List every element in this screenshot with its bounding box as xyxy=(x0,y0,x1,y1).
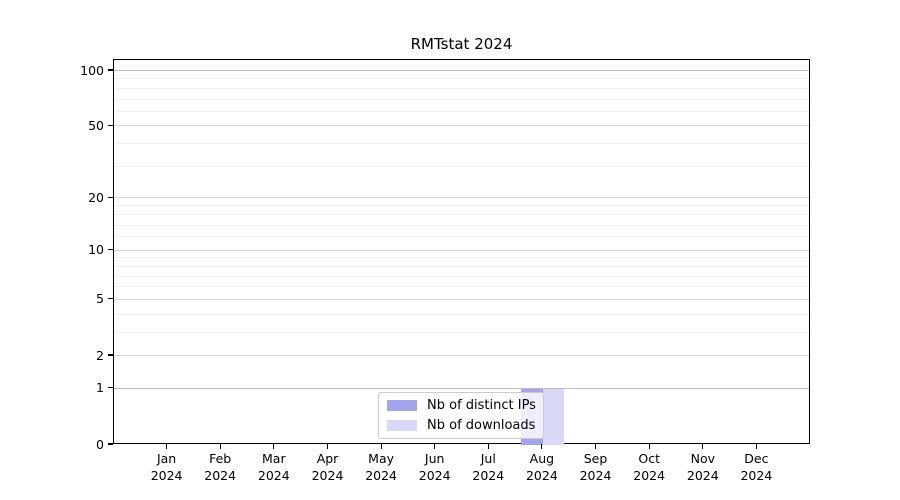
y-gridline xyxy=(114,387,809,389)
y-tick-label: 50 xyxy=(88,117,104,133)
y-gridline xyxy=(114,125,809,127)
x-tick-label: Jan 2024 xyxy=(150,451,183,483)
x-tick-mark xyxy=(166,444,168,449)
x-tick-label: Feb 2024 xyxy=(204,451,237,483)
y-minor-gridline xyxy=(114,313,809,315)
y-tick-label: 20 xyxy=(88,189,104,205)
legend-swatch-downloads xyxy=(387,420,417,431)
y-minor-gridline xyxy=(114,205,809,207)
y-tick-mark xyxy=(108,124,113,126)
y-minor-gridline xyxy=(114,224,809,226)
x-tick-label: Apr 2024 xyxy=(311,451,344,483)
y-gridline xyxy=(114,249,809,251)
x-tick-label: Aug 2024 xyxy=(525,451,558,483)
x-tick-label: Jul 2024 xyxy=(472,451,505,483)
x-tick-mark xyxy=(326,444,329,449)
x-tick-mark xyxy=(702,444,704,449)
y-minor-gridline xyxy=(114,214,809,216)
x-tick-mark xyxy=(648,444,650,449)
y-minor-gridline xyxy=(114,110,809,112)
x-tick-mark xyxy=(487,444,489,449)
y-minor-gridline xyxy=(114,78,809,80)
y-gridline xyxy=(114,355,809,356)
y-minor-gridline xyxy=(114,143,809,145)
y-tick-mark xyxy=(108,354,113,356)
plot-area: Nb of distinct IPs Nb of downloads xyxy=(113,59,810,445)
y-tick-label: 1 xyxy=(96,380,104,396)
y-tick-mark xyxy=(108,387,113,389)
x-tick-mark xyxy=(594,444,597,449)
x-tick-label: Nov 2024 xyxy=(686,451,719,483)
x-tick-mark xyxy=(755,444,757,449)
y-minor-gridline xyxy=(114,165,809,167)
legend-swatch-distinct-ips xyxy=(387,400,417,411)
x-tick-label: Oct 2024 xyxy=(633,451,666,483)
y-minor-gridline xyxy=(114,87,809,89)
y-gridline xyxy=(114,70,809,71)
y-minor-gridline xyxy=(114,331,809,333)
y-tick-mark xyxy=(108,249,113,251)
y-tick-label: 2 xyxy=(96,347,104,363)
y-tick-mark xyxy=(108,443,113,445)
legend-label-downloads: Nb of downloads xyxy=(427,418,536,433)
y-tick-mark xyxy=(108,69,113,71)
legend-entry-downloads: Nb of downloads xyxy=(387,418,543,433)
legend-label-distinct-ips: Nb of distinct IPs xyxy=(427,398,536,413)
y-tick-label: 0 xyxy=(96,436,104,452)
bar-downloads-aug xyxy=(542,388,565,445)
legend-entry-distinct-ips: Nb of distinct IPs xyxy=(387,398,543,413)
y-minor-gridline xyxy=(114,265,809,267)
x-tick-label: Dec 2024 xyxy=(740,451,773,483)
legend: Nb of distinct IPs Nb of downloads xyxy=(378,392,544,439)
y-tick-label: 5 xyxy=(96,291,104,307)
x-tick-label: Sep 2024 xyxy=(579,451,612,483)
y-minor-gridline xyxy=(114,286,809,288)
y-gridline xyxy=(114,197,809,199)
x-tick-mark xyxy=(541,444,543,449)
y-minor-gridline xyxy=(114,275,809,277)
x-tick-mark xyxy=(273,444,275,449)
x-tick-mark xyxy=(219,444,221,449)
x-tick-label: Mar 2024 xyxy=(257,451,290,483)
x-tick-mark xyxy=(434,444,436,449)
y-gridline xyxy=(114,298,809,300)
y-tick-mark xyxy=(108,196,113,198)
y-tick-label: 10 xyxy=(88,242,104,258)
y-minor-gridline xyxy=(114,236,809,238)
x-tick-label: Jun 2024 xyxy=(418,451,451,483)
y-tick-mark xyxy=(108,298,113,300)
chart-title: RMTstat 2024 xyxy=(410,35,513,53)
x-tick-label: May 2024 xyxy=(365,451,397,483)
x-tick-mark xyxy=(380,444,382,449)
y-minor-gridline xyxy=(114,98,809,100)
y-tick-label: 100 xyxy=(80,62,104,78)
y-minor-gridline xyxy=(114,257,809,259)
